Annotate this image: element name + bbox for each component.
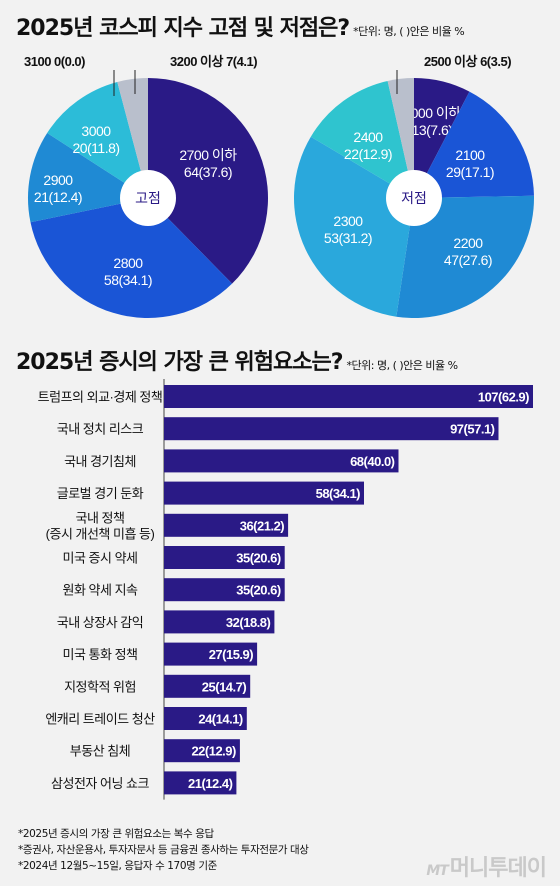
bar [164, 771, 237, 795]
bar [164, 417, 499, 441]
pie-0: 2700 이하 64(37.6) 2800 58(34.1) 2900 21(12.4) 3… [24, 54, 269, 319]
pie-slice [414, 78, 470, 198]
bar [164, 449, 399, 473]
footnote: *증권사, 자산운용사, 투자자문사 등 금융권 종사하는 투자전문가 대상 [18, 844, 309, 856]
category-label: 국내 경기침체 [64, 454, 136, 469]
bar-value-label: 36(21.2) [240, 518, 285, 533]
bar-value-label: 68(40.0) [350, 454, 395, 469]
footnote: *2024년 12월5~15일, 응답자 수 170명 기준 [18, 860, 217, 872]
bar [164, 385, 533, 408]
pie-slice [117, 78, 148, 198]
pie-label: 2100 29(17.1) [446, 147, 494, 180]
pie-label: 3200 이상 7(4.1) [170, 54, 257, 69]
bar-value-label: 21(12.4) [188, 776, 233, 791]
pie-slice [148, 78, 269, 284]
category-label: 트럼프의 외교·경제 정책 [38, 390, 163, 405]
title-text: 2025년 코스피 지수 고점 및 저점은? [16, 16, 350, 41]
mt-logo: MT머니투데이 [426, 850, 547, 882]
pie-label: 2700 이하 64(37.6) [179, 147, 237, 180]
bar-value-label: 32(18.8) [226, 615, 271, 630]
category-label: 미국 증시 약세 [63, 551, 138, 566]
pie-center [386, 170, 442, 226]
pie-slice [396, 195, 535, 318]
bar-value-label: 35(20.6) [236, 551, 281, 566]
category-label: 원화 약세 지속 [63, 583, 139, 598]
footnote: *2025년 증시의 가장 큰 위험요소는 복수 응답 [18, 828, 214, 840]
bar-value-label: 97(57.1) [450, 422, 495, 437]
pie-label: 2000 이하 13(7.6) [403, 105, 461, 138]
bar-value-label: 22(12.9) [191, 744, 236, 759]
pie-label: 2800 58(34.1) [104, 255, 152, 288]
pie-label: 3000 20(11.8) [72, 123, 119, 156]
bar [164, 707, 247, 730]
pie-slice [27, 132, 149, 223]
pie-slice [47, 81, 148, 198]
pie-slice [310, 80, 414, 198]
bar [164, 481, 364, 505]
category-label: 미국 통화 정책 [63, 647, 138, 662]
pie-center-label: 고점 [135, 190, 161, 206]
bar [164, 578, 285, 602]
pie-label: 2300 53(31.2) [324, 213, 372, 246]
pie-label: 2900 21(12.4) [34, 172, 82, 205]
pie-charts: 2700 이하 64(37.6) 2800 58(34.1) 2900 21(12.4) 3… [24, 54, 535, 319]
pie-slice [387, 78, 414, 198]
category-label: 국내 정책 (증시 개선책 미흡 등) [46, 510, 155, 541]
pie-1: 2000 이하 13(7.6) 2100 29(17.1) 2200 47(27.6) 23… [293, 54, 535, 318]
pie-center [120, 170, 176, 226]
bar-value-label: 27(15.9) [209, 647, 254, 662]
pie-label: 2500 이상 6(3.5) [424, 54, 511, 69]
footnotes: *2025년 증시의 가장 큰 위험요소는 복수 응답 *증권사, 자산운용사,… [18, 826, 309, 874]
pie-slice [30, 198, 233, 319]
category-label: 국내 상장사 감익 [57, 615, 143, 630]
bar-chart-risk: 트럼프의 외교·경제 정책 107(62.9) 국내 정치 리스크 97(57.1) 국… [38, 379, 533, 800]
bar-value-label: 58(34.1) [316, 486, 361, 501]
pie-center-label: 저점 [401, 190, 427, 206]
bar [164, 739, 240, 763]
title-kospi-range: 2025년 코스피 지수 고점 및 저점은? *단위: 명, ( )안은 비율 % [16, 10, 465, 42]
pie-slice [293, 136, 414, 317]
category-label: 엔캐리 트레이드 청산 [45, 712, 155, 727]
bar [164, 546, 285, 569]
bar-value-label: 107(62.9) [478, 390, 529, 405]
pie-label: 3100 0(0.0) [24, 54, 85, 69]
bar [164, 513, 289, 537]
title-text: 2025년 증시의 가장 큰 위험요소는? [16, 350, 344, 375]
bar-value-label: 35(20.6) [236, 583, 281, 598]
bar [164, 674, 251, 698]
unit-note: *단위: 명, ( )안은 비율 % [346, 359, 459, 372]
logo-name: 머니투데이 [449, 856, 547, 881]
pie-label: 2200 47(27.6) [444, 235, 492, 268]
unit-note: *단위: 명, ( )안은 비율 % [353, 25, 465, 38]
category-label: 삼성전자 어닝 쇼크 [51, 776, 149, 791]
category-label: 국내 정치 리스크 [57, 422, 144, 437]
category-label: 지정학적 위험 [64, 679, 136, 694]
category-label: 글로벌 경기 둔화 [57, 486, 144, 501]
title-risk-factors: 2025년 증시의 가장 큰 위험요소는? *단위: 명, ( )안은 비율 % [16, 344, 458, 376]
bar-value-label: 25(14.7) [202, 679, 247, 694]
category-label: 부동산 침체 [70, 744, 130, 759]
bar-value-label: 24(14.1) [198, 712, 243, 727]
bar [164, 642, 258, 666]
bar [164, 610, 275, 634]
pie-slice [414, 91, 534, 198]
pie-label: 2400 22(12.9) [344, 129, 392, 162]
logo-mark: MT [426, 863, 449, 879]
